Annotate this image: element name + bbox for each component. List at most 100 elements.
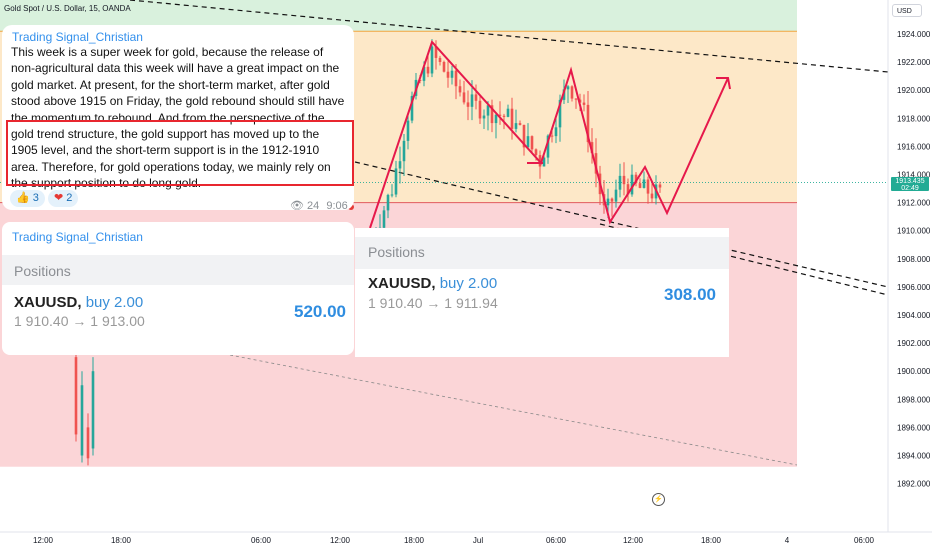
candle-body [386,194,390,211]
candle-body [542,157,546,167]
y-tick-label: 1896.000 [897,423,931,432]
position-symbol: XAUUSD, buy 2.00 [14,294,143,311]
current-price: 1913.435 [895,178,925,185]
candle-body [506,108,510,117]
position-range: 1 910.40 → 1 913.00 [14,313,145,329]
candle-body [478,100,482,119]
candle-body [582,102,586,105]
chart-title: Gold Spot / U.S. Dollar, 15, OANDA [4,4,131,13]
message-author[interactable]: Trading Signal_Christian [12,30,143,44]
y-tick-label: 1908.000 [897,255,931,264]
y-tick-label: 1916.000 [897,142,931,151]
candle-body [474,94,478,101]
x-tick-label: 18:00 [404,536,425,545]
projection-path [369,40,729,229]
x-tick-label: 12:00 [33,536,54,545]
position-pnl: 520.00 [294,302,346,321]
candle-body [74,357,78,435]
y-tick-label: 1924.000 [897,30,931,39]
candle-body [510,108,514,129]
candle-body [570,86,574,99]
candle-body [80,385,84,456]
candle-body [606,198,610,206]
lightning-icon[interactable]: ⚡ [652,493,665,506]
candle-body [650,193,654,199]
candle-body [518,123,522,125]
candle-body [546,135,550,158]
candle-body [486,105,490,116]
y-tick-label: 1898.000 [897,395,931,404]
candle-body [482,115,486,119]
candle-body [530,136,534,150]
candle-body [534,149,538,156]
x-tick-label: 12:00 [330,536,351,545]
candle-body [626,184,630,195]
positions-title: Positions [368,244,425,260]
position-symbol: XAUUSD, buy 2.00 [368,275,497,292]
candle-body [466,102,470,107]
candle-body [558,99,562,128]
candle-body [498,114,502,116]
positions-card-1 [2,222,354,355]
candle-body [590,142,594,154]
x-tick-label: 12:00 [623,536,644,545]
view-count: 24 [307,200,320,212]
candle-body [638,183,642,188]
candle-body [634,174,638,184]
y-tick-label: 1918.000 [897,114,931,123]
positions-author[interactable]: Trading Signal_Christian [12,230,143,244]
candle-body [426,66,430,74]
candle-body [438,57,442,62]
x-tick-label: 18:00 [111,536,132,545]
candle-body [382,210,386,228]
candle-body [462,92,466,103]
reaction-count: 3 [32,192,39,204]
x-tick-label: 4 [785,536,790,545]
candle-body [410,95,414,121]
message-meta: 👁 24 9:06 [290,199,348,212]
candle-body [430,46,434,74]
candle-body [470,94,474,107]
heart-icon: ❤ [54,192,64,204]
position-range: 1 910.40 → 1 911.94 [368,295,498,311]
x-tick-label: Jul [473,536,483,545]
x-tick-label: 06:00 [251,536,272,545]
symbol-name: XAUUSD, [14,294,82,311]
candle-body [514,123,518,129]
position-side: buy 2.00 [85,294,144,311]
highlight-box [6,120,354,186]
y-tick-label: 1922.000 [897,58,931,67]
trendline-bottom [229,354,798,466]
x-tick-label: 18:00 [701,536,722,545]
reaction-thumbs[interactable]: 👍 3 [10,190,45,207]
candle-body [614,189,618,202]
trendline-middle [354,161,889,288]
message-text: This week is a super week for gold, beca… [11,45,345,191]
y-tick-label: 1912.000 [897,199,931,208]
candle-body [630,174,634,195]
y-tick-label: 1892.000 [897,480,931,489]
position-pnl: 308.00 [664,285,716,304]
thumbs-up-icon: 👍 [16,192,30,204]
candle-body [422,66,426,81]
candle-body [522,124,526,148]
candle-body [526,136,530,148]
candle-body [91,371,95,449]
candle-body [622,175,626,185]
candle-body [406,120,410,141]
candle-body [642,179,646,188]
candle-body [554,127,558,137]
x-tick-label: 06:00 [854,536,875,545]
candle-body [398,161,402,169]
candle-body [446,71,450,78]
y-tick-label: 1904.000 [897,311,931,320]
candle-body [490,105,494,124]
candle-body [550,135,554,137]
y-tick-label: 1914.000 [897,171,931,180]
currency-selector[interactable]: USD [892,4,922,17]
reaction-heart[interactable]: ❤ 2 [48,190,79,207]
y-tick-label: 1894.000 [897,452,931,461]
candle-body [458,86,462,93]
bar-countdown: 02:49 [901,185,919,192]
candle-body [442,61,446,72]
